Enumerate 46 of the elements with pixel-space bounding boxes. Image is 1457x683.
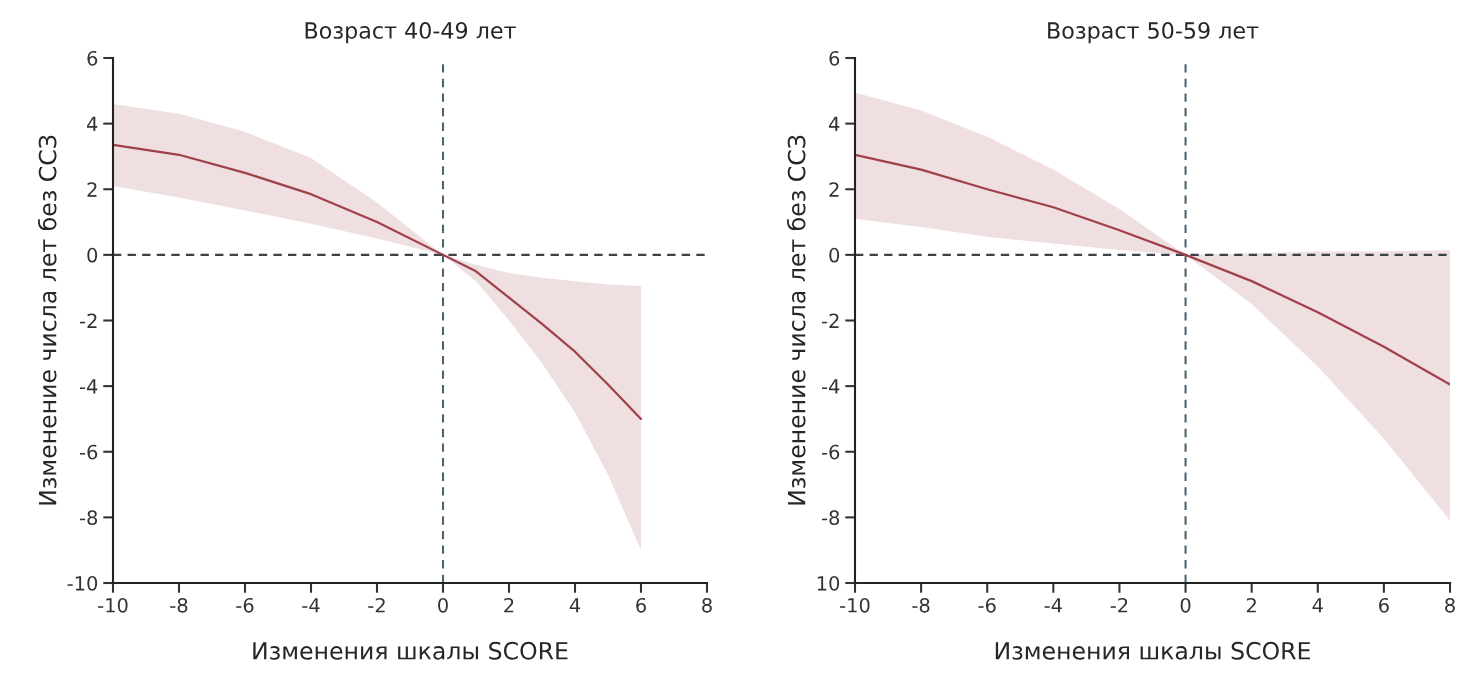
x-tick-label: 8 (702, 597, 712, 613)
x-tick-label: -10 (840, 597, 870, 613)
y-tick-label: -4 (79, 379, 98, 394)
x-tick-label: -8 (912, 597, 930, 613)
y-tick-label: -4 (821, 379, 840, 394)
y-tick-label: -6 (79, 444, 98, 460)
chart-title: Возраст 50-59 лет (1048, 22, 1259, 44)
x-tick-label: 6 (636, 597, 646, 613)
y-tick-label: 6 (87, 50, 98, 66)
y-tick-label: -10 (67, 575, 98, 591)
y-tick-label: 4 (829, 116, 840, 132)
x-tick-label: -10 (98, 597, 128, 613)
x-tick-label: -4 (1044, 598, 1062, 613)
y-tick-label: 4 (87, 116, 98, 132)
line-series (855, 153, 1450, 386)
x-axis-title: Изменения шкалы SCORE (253, 641, 568, 660)
x-tick-label: 2 (1246, 597, 1256, 613)
y-axis-title: Изменение числа лет без ССЗ (37, 135, 57, 505)
chart-title: Возраст 40-49 лет (305, 22, 516, 44)
y-tick-label: 0 (87, 247, 98, 263)
x-tick-label: 0 (438, 597, 448, 613)
y-tick-label: 2 (87, 182, 97, 197)
y-tick-label: 0 (829, 247, 840, 263)
y-axis-title: Изменение числа лет без ССЗ (786, 135, 806, 505)
x-tick-label: -8 (170, 597, 188, 613)
x-tick-label: 8 (1445, 597, 1455, 613)
y-tick-label: -6 (821, 444, 840, 460)
x-tick-label: 0 (1180, 597, 1191, 613)
x-tick-label: 4 (569, 598, 581, 613)
x-tick-label: 2 (504, 597, 514, 613)
y-tick-label: -8 (821, 510, 840, 526)
x-axis-title: Изменения шкалы SCORE (995, 641, 1310, 660)
y-tick-label: 6 (829, 50, 840, 66)
y-tick-label: -2 (821, 313, 839, 328)
x-tick-label: 6 (1379, 597, 1389, 613)
y-tick-label: -2 (79, 313, 97, 328)
y-tick-label: 10 (817, 575, 840, 591)
y-tick-label: 2 (829, 182, 839, 197)
x-tick-label: -6 (978, 597, 996, 613)
x-tick-label: -6 (236, 597, 254, 613)
y-tick-label: -8 (79, 510, 98, 526)
x-tick-label: 4 (1312, 598, 1323, 613)
x-tick-label: -2 (1110, 597, 1128, 613)
line-series (113, 143, 643, 421)
x-tick-label: -4 (302, 598, 320, 613)
x-tick-label: -2 (368, 597, 385, 613)
